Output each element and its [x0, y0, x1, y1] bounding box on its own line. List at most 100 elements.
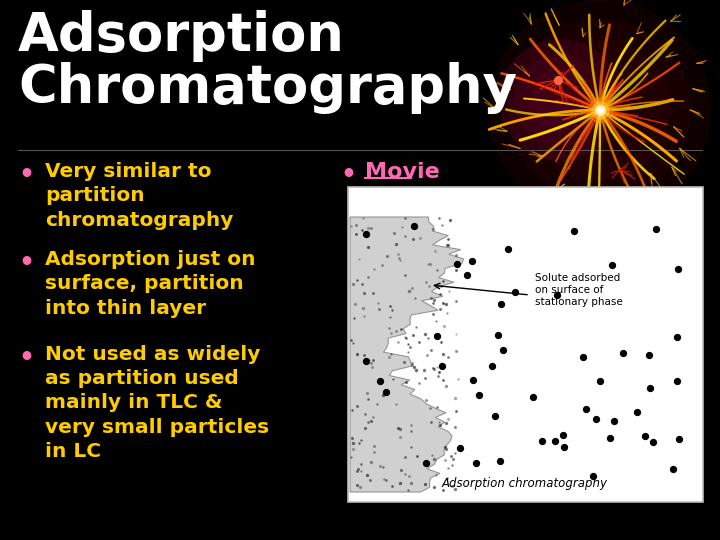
Point	[420, 458, 432, 467]
Text: Not used as widely
as partition used
mainly in TLC &
very small particles
in LC: Not used as widely as partition used mai…	[45, 345, 269, 461]
Point	[368, 448, 379, 456]
Point	[671, 376, 683, 385]
FancyBboxPatch shape	[348, 187, 703, 502]
Point	[644, 383, 656, 392]
Point	[354, 483, 366, 492]
Point	[433, 372, 444, 381]
Point	[422, 260, 433, 268]
Point	[605, 434, 616, 443]
Point	[451, 259, 462, 268]
Point	[428, 309, 439, 318]
Point	[365, 359, 377, 368]
Point	[559, 442, 570, 451]
Point	[580, 405, 592, 414]
Polygon shape	[350, 217, 464, 492]
Point	[549, 437, 561, 445]
Point	[346, 434, 358, 442]
Point	[426, 346, 437, 354]
Point	[395, 478, 406, 487]
Point	[377, 260, 388, 269]
Point	[492, 331, 504, 340]
Point	[431, 332, 443, 340]
Circle shape	[515, 55, 605, 145]
Point	[446, 460, 458, 469]
Point	[348, 314, 359, 322]
Point	[390, 240, 401, 248]
Point	[441, 308, 453, 317]
Point	[503, 245, 514, 253]
Point	[436, 338, 447, 346]
Point	[408, 222, 420, 231]
Point	[594, 106, 606, 114]
Point	[351, 275, 363, 284]
Point	[361, 471, 372, 480]
Point	[441, 241, 453, 249]
Point	[361, 230, 372, 239]
Point	[406, 361, 418, 369]
Point	[397, 223, 408, 232]
Point	[384, 313, 396, 322]
Text: •: •	[18, 163, 34, 187]
Point	[428, 483, 439, 492]
Point	[356, 280, 368, 288]
Point	[368, 442, 379, 450]
Point	[440, 300, 451, 308]
Point	[348, 280, 359, 288]
Point	[355, 467, 366, 475]
Point	[402, 348, 414, 356]
Point	[444, 216, 456, 225]
Point	[402, 485, 414, 494]
Point	[377, 390, 389, 399]
Point	[551, 291, 562, 299]
Point	[388, 228, 400, 237]
Point	[366, 355, 378, 364]
Point	[452, 375, 464, 384]
Point	[569, 227, 580, 236]
Point	[552, 76, 564, 84]
Point	[393, 254, 405, 262]
Point	[400, 213, 411, 222]
Point	[437, 375, 449, 384]
Point	[365, 224, 377, 233]
Point	[377, 462, 389, 471]
Point	[423, 334, 434, 342]
Point	[392, 249, 404, 258]
Text: Movie: Movie	[365, 162, 440, 182]
Point	[618, 349, 629, 357]
Point	[449, 394, 461, 402]
Text: Adsorption just on
surface, partition
into thin layer: Adsorption just on surface, partition in…	[45, 250, 256, 318]
Point	[399, 469, 410, 478]
Point	[497, 346, 508, 355]
Point	[489, 411, 500, 420]
Text: •: •	[340, 163, 356, 187]
Text: Chromatography: Chromatography	[18, 62, 517, 114]
Point	[373, 305, 384, 314]
Point	[438, 276, 449, 285]
Point	[439, 455, 451, 464]
Point	[384, 302, 395, 310]
Text: Adsorption: Adsorption	[18, 10, 345, 62]
Point	[438, 322, 450, 330]
Point	[431, 317, 442, 326]
Text: Solute adsorbed: Solute adsorbed	[535, 273, 620, 283]
Point	[380, 388, 392, 396]
Point	[447, 455, 459, 463]
Point	[374, 377, 385, 386]
Point	[444, 287, 455, 295]
Point	[557, 430, 569, 439]
Point	[347, 445, 359, 454]
Point	[473, 390, 485, 399]
Point	[367, 288, 379, 297]
Point	[434, 360, 446, 369]
Point	[449, 422, 461, 431]
Point	[428, 296, 439, 305]
Point	[400, 377, 412, 386]
Point	[454, 444, 466, 453]
Point	[359, 289, 370, 298]
Point	[411, 451, 423, 460]
Point	[406, 359, 418, 367]
Point	[395, 433, 406, 442]
Point	[390, 327, 402, 336]
Text: stationary phase: stationary phase	[535, 297, 623, 307]
Point	[365, 417, 377, 426]
